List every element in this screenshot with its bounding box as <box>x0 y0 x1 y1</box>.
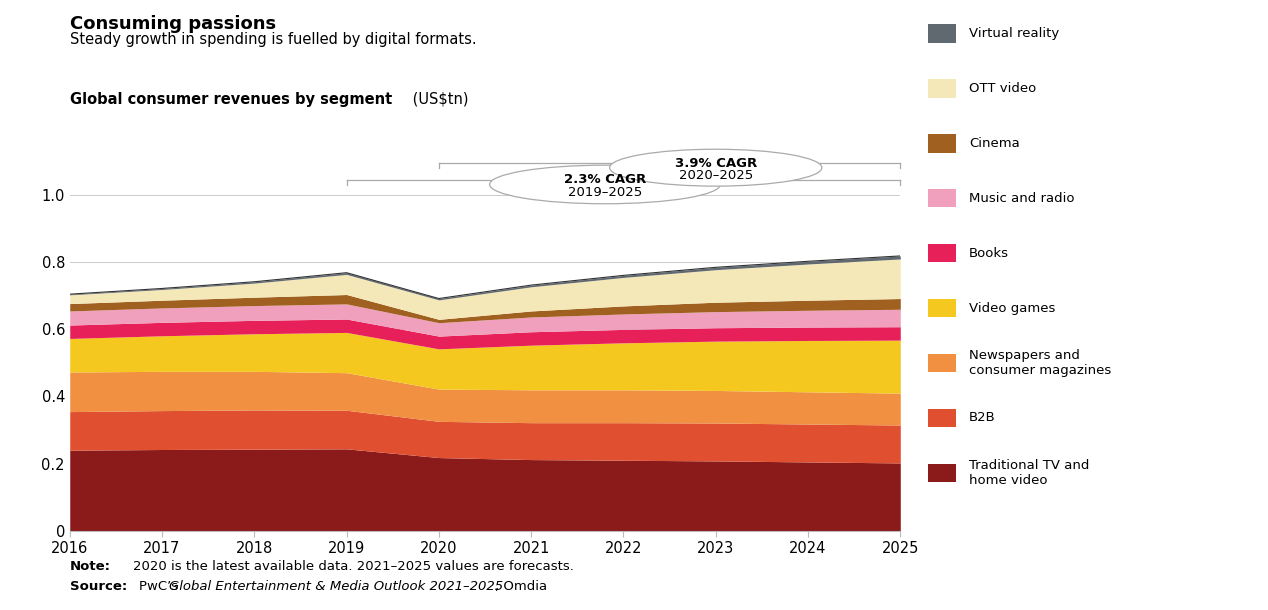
Text: Consuming passions: Consuming passions <box>70 15 276 34</box>
Text: Note:: Note: <box>70 559 110 573</box>
Text: 2019–2025: 2019–2025 <box>568 186 642 199</box>
Text: Video games: Video games <box>969 301 1055 315</box>
Ellipse shape <box>489 165 720 204</box>
Text: 2020 is the latest available data. 2021–2025 values are forecasts.: 2020 is the latest available data. 2021–… <box>133 559 574 573</box>
Text: PwC’s: PwC’s <box>139 580 183 594</box>
Text: (US$tn): (US$tn) <box>408 92 469 107</box>
Text: Newspapers and
consumer magazines: Newspapers and consumer magazines <box>969 349 1111 377</box>
Text: Music and radio: Music and radio <box>969 192 1074 205</box>
Text: Global Entertainment & Media Outlook 2021–2025: Global Entertainment & Media Outlook 202… <box>169 580 503 594</box>
Text: Books: Books <box>969 246 1009 260</box>
Text: , Omdia: , Omdia <box>495 580 547 594</box>
Text: Virtual reality: Virtual reality <box>969 27 1059 40</box>
Text: Steady growth in spending is fuelled by digital formats.: Steady growth in spending is fuelled by … <box>70 32 477 47</box>
Text: Global consumer revenues by segment: Global consumer revenues by segment <box>70 92 392 107</box>
Text: Cinema: Cinema <box>969 137 1019 150</box>
Ellipse shape <box>610 149 822 186</box>
Text: 2020–2025: 2020–2025 <box>678 168 753 182</box>
Text: B2B: B2B <box>969 411 995 425</box>
Text: 3.9% CAGR: 3.9% CAGR <box>675 157 757 170</box>
Text: Traditional TV and
home video: Traditional TV and home video <box>969 459 1089 487</box>
Text: Source:: Source: <box>70 580 127 594</box>
Text: 2.3% CAGR: 2.3% CAGR <box>564 173 647 186</box>
Text: OTT video: OTT video <box>969 82 1036 95</box>
